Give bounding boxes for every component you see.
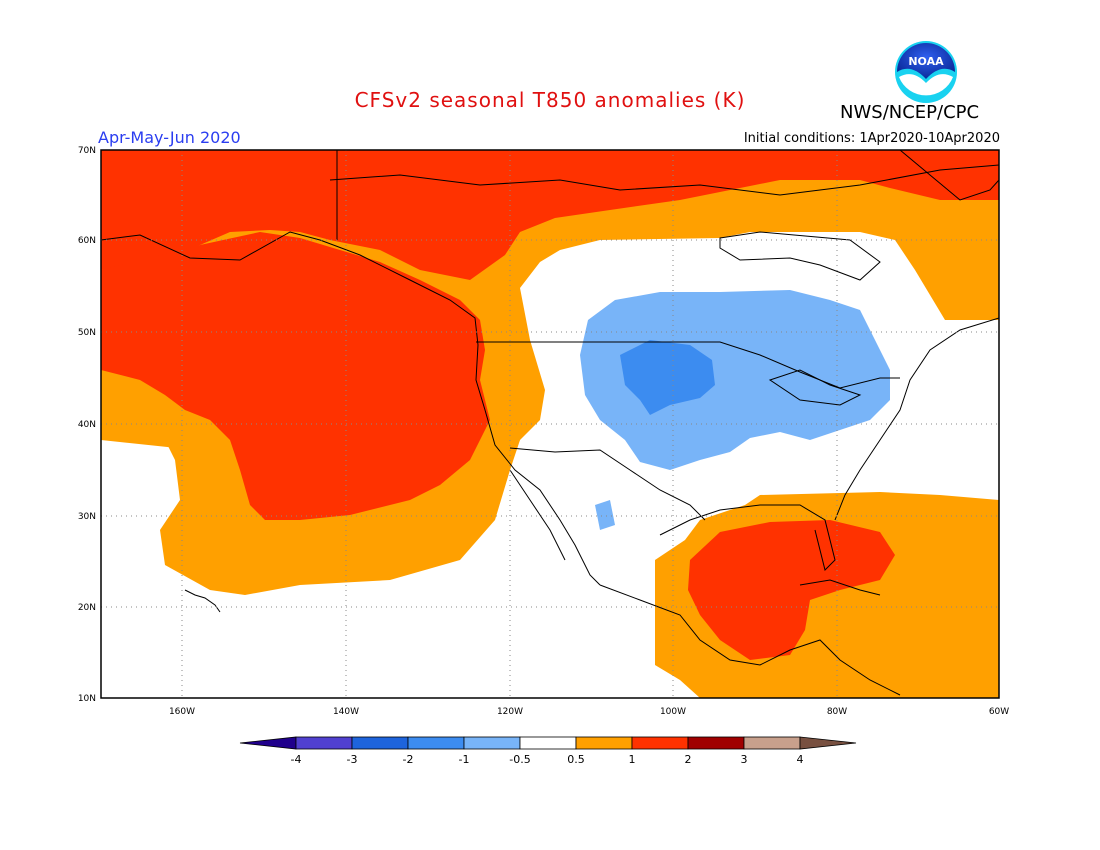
coastline-hudson <box>719 231 881 281</box>
agency-label: NWS/NCEP/CPC <box>840 102 980 123</box>
coastline-baja <box>509 469 566 561</box>
colorbar-swatch <box>519 736 577 750</box>
anomaly-region-lightblue <box>580 290 890 470</box>
lat-tick-label: 30N <box>78 512 96 522</box>
colorbar-label: 1 <box>629 753 636 766</box>
colorbar <box>239 736 857 750</box>
anomaly-region-blue <box>620 340 715 415</box>
lon-tick-label: 60W <box>989 707 1009 717</box>
lat-tick-label: 50N <box>78 328 96 338</box>
coastlines <box>101 150 999 696</box>
colorbar-swatch <box>351 736 409 750</box>
coastline-mexico-gulf <box>599 584 901 696</box>
colorbar-arrow-min <box>239 736 297 750</box>
colorbar-label: -4 <box>291 753 302 766</box>
lat-tick-label: 40N <box>78 420 96 430</box>
cuba <box>799 579 881 596</box>
colorbar-arrow-max <box>799 736 857 750</box>
initial-conditions-label: Initial conditions: 1Apr2020-10Apr2020 <box>743 131 1000 146</box>
period-label: Apr-May-Jun 2020 <box>98 128 241 147</box>
anomaly-region-red-pacific <box>101 232 490 520</box>
colorbar-swatch <box>575 736 633 750</box>
colorbar-label: 3 <box>741 753 748 766</box>
colorbar-label: 2 <box>685 753 692 766</box>
great-lakes <box>768 369 862 406</box>
lat-tick-label: 60N <box>78 236 96 246</box>
coastline-greenland <box>899 150 999 201</box>
anomaly-region-red-north <box>101 150 999 280</box>
colorbar-swatch <box>463 736 521 750</box>
coastline-east <box>834 317 999 521</box>
anomaly-region-red-gulf <box>688 520 895 660</box>
colorbar-labels: -4 -3 -2 -1 -0.5 0.5 1 2 3 4 <box>291 753 804 766</box>
lon-tick-label: 120W <box>497 707 523 717</box>
colorbar-label: 4 <box>797 753 804 766</box>
map-plot <box>101 150 999 698</box>
colorbar-label: -2 <box>403 753 414 766</box>
colorbar-swatch <box>743 736 801 750</box>
lat-tick-label: 10N <box>78 694 96 704</box>
colorbar-swatch <box>407 736 465 750</box>
border-us-mexico <box>509 447 706 521</box>
anomaly-region-lightblue-small <box>595 500 615 530</box>
chart-title: CFSv2 seasonal T850 anomalies (K) <box>354 88 746 112</box>
lat-axis: 70N 60N 50N 40N 30N 20N 10N <box>78 146 96 704</box>
lon-axis: 160W 140W 120W 100W 80W 60W <box>169 707 1009 717</box>
lon-tick-label: 140W <box>333 707 359 717</box>
coastline-gulf <box>659 504 836 571</box>
colorbar-label: 0.5 <box>567 753 585 766</box>
colorbar-label: -0.5 <box>509 753 530 766</box>
lon-tick-label: 160W <box>169 707 195 717</box>
colorbar-swatch <box>631 736 689 750</box>
lon-tick-label: 80W <box>827 707 847 717</box>
coastline-arctic <box>329 164 999 196</box>
lon-tick-label: 100W <box>660 707 686 717</box>
colorbar-swatch <box>295 736 353 750</box>
svg-text:NOAA: NOAA <box>908 55 944 68</box>
colorbar-swatch <box>687 736 745 750</box>
lat-tick-label: 20N <box>78 603 96 613</box>
border-us-canada <box>476 341 900 389</box>
plot-frame <box>100 149 1000 699</box>
noaa-logo: NOAA <box>895 41 957 103</box>
lat-tick-label: 70N <box>78 146 96 156</box>
colorbar-label: -3 <box>347 753 358 766</box>
colorbar-label: -1 <box>459 753 470 766</box>
